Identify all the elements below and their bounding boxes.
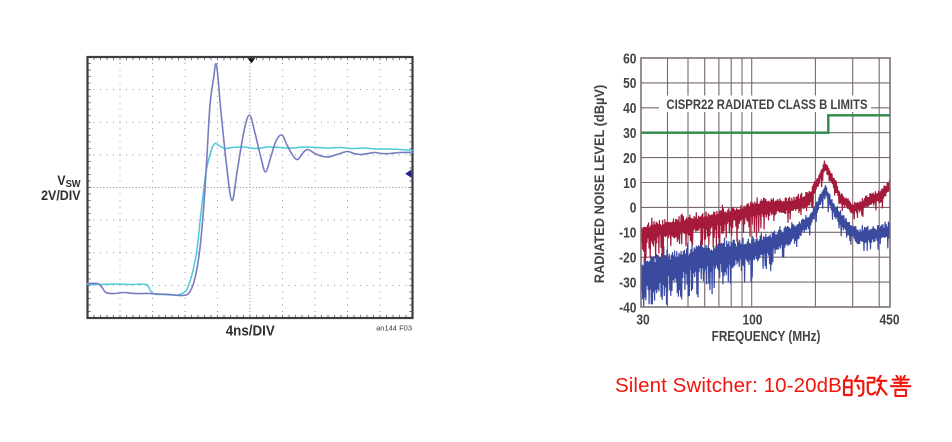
svg-text:100: 100 xyxy=(742,311,762,328)
svg-text:0: 0 xyxy=(630,199,637,216)
svg-text:50: 50 xyxy=(623,75,636,92)
svg-text:-20: -20 xyxy=(619,249,636,266)
svg-text:450: 450 xyxy=(880,311,900,328)
svg-text:4ns/DIV: 4ns/DIV xyxy=(226,323,275,340)
svg-text:CISPR22 RADIATED CLASS B LIMIT: CISPR22 RADIATED CLASS B LIMITS xyxy=(666,96,867,112)
svg-text:-10: -10 xyxy=(619,224,636,241)
svg-text:an144 F03: an144 F03 xyxy=(376,323,412,332)
svg-text:2V/DIV: 2V/DIV xyxy=(41,188,81,204)
svg-text:-40: -40 xyxy=(619,299,636,316)
svg-text:20: 20 xyxy=(623,150,636,167)
svg-text:FREQUENCY (MHz): FREQUENCY (MHz) xyxy=(712,328,821,344)
svg-text:-30: -30 xyxy=(619,274,636,291)
svg-text:RADIATED NOISE LEVEL (dBµV): RADIATED NOISE LEVEL (dBµV) xyxy=(592,85,607,283)
svg-text:60: 60 xyxy=(623,50,636,67)
svg-text:30: 30 xyxy=(636,311,649,328)
svg-text:10: 10 xyxy=(623,175,636,192)
svg-text:40: 40 xyxy=(623,100,636,117)
svg-text:30: 30 xyxy=(623,125,636,142)
